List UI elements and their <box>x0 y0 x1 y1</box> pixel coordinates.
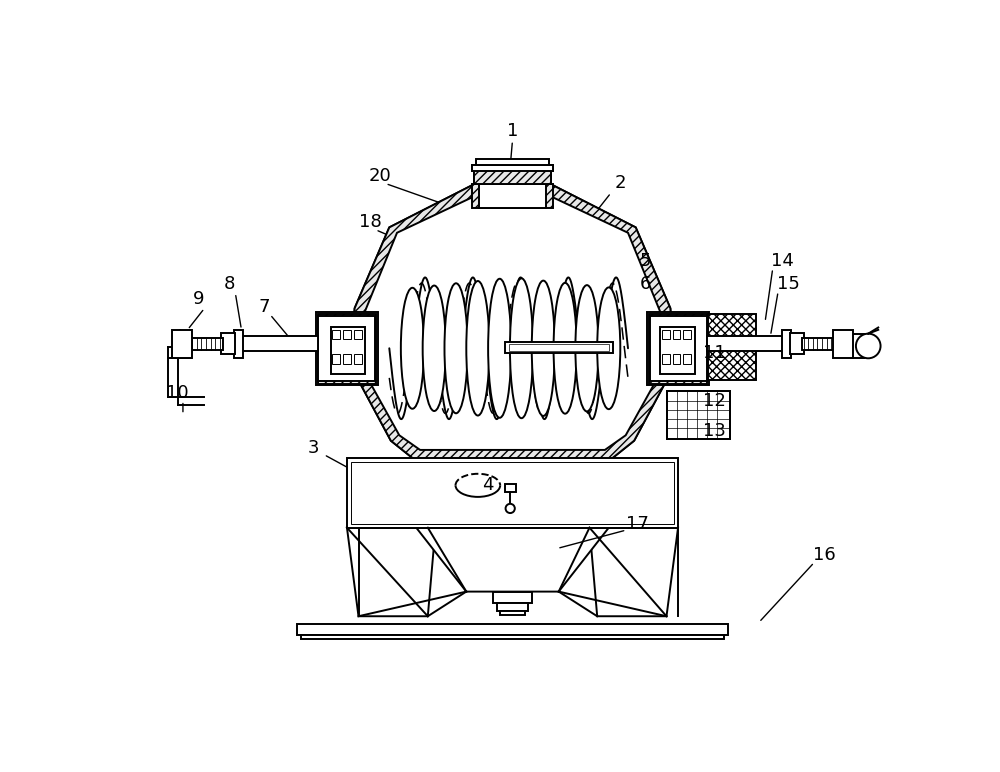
Text: 9: 9 <box>193 290 204 308</box>
Polygon shape <box>590 528 678 616</box>
Bar <box>332 330 340 339</box>
Bar <box>650 316 707 381</box>
Text: 3: 3 <box>308 439 320 457</box>
Polygon shape <box>361 195 664 450</box>
Circle shape <box>506 504 515 513</box>
Bar <box>649 313 707 384</box>
Bar <box>351 462 674 524</box>
Text: 16: 16 <box>813 546 836 564</box>
Ellipse shape <box>554 283 577 414</box>
Ellipse shape <box>466 281 489 415</box>
Bar <box>234 330 243 357</box>
Bar <box>472 165 553 171</box>
Text: 10: 10 <box>166 384 189 402</box>
Polygon shape <box>347 528 436 616</box>
Text: 13: 13 <box>703 422 726 441</box>
Bar <box>673 354 680 364</box>
Text: 11: 11 <box>703 344 726 362</box>
Bar <box>221 333 235 354</box>
Bar <box>354 354 362 364</box>
Polygon shape <box>351 184 674 459</box>
Text: 7: 7 <box>259 298 270 316</box>
Bar <box>241 336 318 351</box>
Bar <box>316 312 378 385</box>
Bar <box>500 611 525 615</box>
Ellipse shape <box>510 279 533 418</box>
Bar <box>331 327 365 374</box>
Bar <box>343 354 351 364</box>
Bar <box>332 354 340 364</box>
Bar <box>790 333 804 354</box>
Polygon shape <box>472 184 553 208</box>
Bar <box>497 603 528 611</box>
Bar <box>683 330 691 339</box>
Bar <box>493 591 532 603</box>
Bar <box>343 330 351 339</box>
Bar <box>354 330 362 339</box>
Bar <box>474 170 551 184</box>
Text: 5: 5 <box>639 252 651 269</box>
Ellipse shape <box>575 285 598 411</box>
Text: 1: 1 <box>507 122 518 141</box>
Ellipse shape <box>444 283 468 413</box>
Bar <box>683 354 691 364</box>
Bar <box>505 342 613 353</box>
Circle shape <box>856 334 881 358</box>
Text: 17: 17 <box>626 515 649 533</box>
Bar <box>318 316 375 381</box>
Bar <box>476 159 549 165</box>
Ellipse shape <box>488 279 511 418</box>
Bar <box>647 312 709 385</box>
Text: 6: 6 <box>639 275 651 293</box>
Bar <box>673 330 680 339</box>
Bar <box>833 330 853 357</box>
Bar <box>318 313 376 384</box>
Bar <box>662 354 670 364</box>
Bar <box>347 459 678 528</box>
Ellipse shape <box>401 288 424 408</box>
Bar <box>660 327 695 374</box>
Text: 15: 15 <box>777 275 800 293</box>
Bar <box>782 330 791 357</box>
Bar <box>509 344 609 351</box>
Text: 18: 18 <box>359 213 381 231</box>
Ellipse shape <box>423 286 446 411</box>
Text: 8: 8 <box>223 275 235 293</box>
Bar <box>301 635 724 639</box>
Bar <box>666 391 730 439</box>
Bar <box>505 484 516 492</box>
Bar <box>666 391 730 439</box>
Ellipse shape <box>597 287 620 409</box>
Bar <box>707 336 784 351</box>
Bar <box>474 170 551 184</box>
Text: 14: 14 <box>771 252 793 269</box>
Polygon shape <box>479 184 546 208</box>
Bar <box>708 314 756 380</box>
Polygon shape <box>416 528 609 591</box>
Bar <box>472 165 553 171</box>
Bar <box>297 624 728 635</box>
Bar <box>802 337 834 350</box>
Bar <box>662 330 670 339</box>
Ellipse shape <box>532 281 555 416</box>
Text: 4: 4 <box>482 476 494 494</box>
Text: 12: 12 <box>703 391 726 410</box>
Bar <box>191 337 223 350</box>
Text: 2: 2 <box>615 174 626 192</box>
Text: 20: 20 <box>369 167 391 185</box>
Polygon shape <box>351 184 674 459</box>
Bar <box>172 330 192 357</box>
